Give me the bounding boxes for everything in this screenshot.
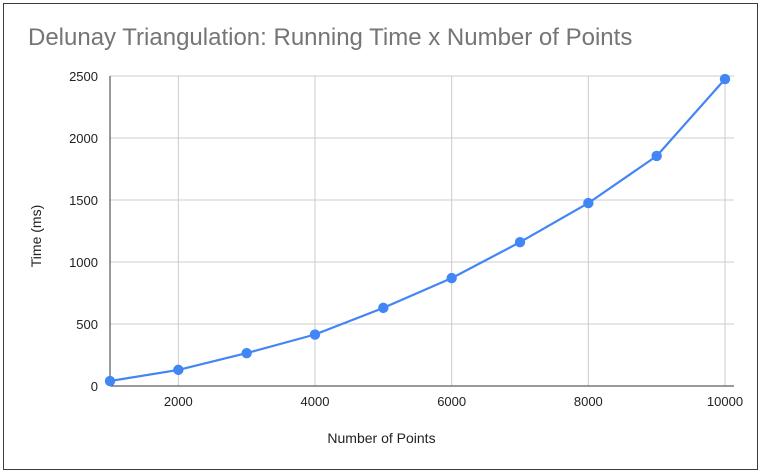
x-tick-label: 10000 xyxy=(707,394,743,409)
data-point xyxy=(241,347,252,359)
data-point xyxy=(583,197,594,209)
grid-lines xyxy=(110,75,734,386)
series xyxy=(104,73,731,387)
y-tick-label: 2500 xyxy=(69,69,98,84)
data-point xyxy=(651,150,662,162)
tick-labels: 0 500 1000 1500 2000 2500 2000 4000 6000 8000 1000… xyxy=(69,69,743,409)
y-tick-label: 1000 xyxy=(69,255,98,270)
data-point xyxy=(719,73,731,85)
data-point xyxy=(309,329,321,340)
data-point xyxy=(378,302,389,314)
x-axis-title: Number of Points xyxy=(327,430,436,446)
chart-frame xyxy=(3,3,758,470)
x-tick-label: 4000 xyxy=(301,394,330,409)
series-line xyxy=(108,77,727,383)
chart-title: Delunay Triangulation: Running Time x Nu… xyxy=(28,24,633,51)
y-tick-label: 2000 xyxy=(69,131,98,146)
y-tick-label: 0 xyxy=(91,379,98,394)
x-tick-label: 8000 xyxy=(574,394,603,409)
x-tick-label: 2000 xyxy=(164,394,193,409)
y-tick-label: 500 xyxy=(76,317,98,332)
data-point xyxy=(446,272,457,284)
x-tick-label: 6000 xyxy=(437,394,466,409)
y-axis-title: Time (ms) xyxy=(28,204,44,268)
data-point xyxy=(514,236,526,248)
axes xyxy=(109,76,734,387)
data-point xyxy=(173,364,184,376)
y-tick-label: 1500 xyxy=(69,193,98,208)
data-point xyxy=(104,375,116,387)
